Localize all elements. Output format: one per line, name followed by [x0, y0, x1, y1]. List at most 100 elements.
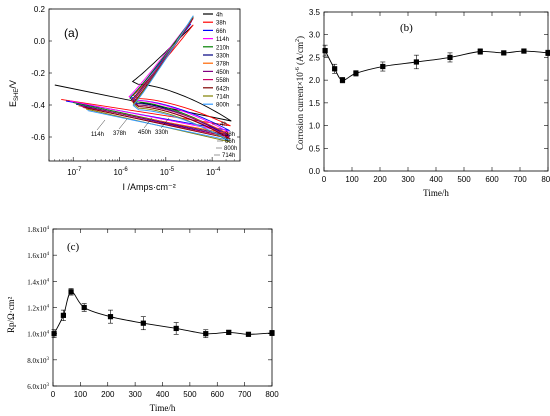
panel-c-polarization-resistance-chart: 0 100 200 300 400 500 600 700 800 6.0x103 8.0x103 1… — [6, 226, 279, 413]
legend-label-800h: 800h — [216, 103, 229, 109]
x-tick-label: 700 — [238, 390, 252, 399]
data-point-714 — [521, 48, 527, 54]
y-axis-label: Rp/Ω·cm² — [6, 296, 16, 333]
data-point-66 — [68, 289, 74, 295]
y-axis-label: ESHE/V — [8, 80, 20, 107]
y-tick-label: 6.0x103 — [27, 383, 49, 391]
x-tick-label: 700 — [513, 175, 527, 184]
legend-label-4h: 4h — [216, 13, 223, 19]
y-tick-label: -0.2 — [31, 69, 45, 78]
y-tick-label: 0.0 — [309, 167, 321, 176]
y-tick-label: 3.0 — [309, 31, 321, 40]
annotation-leader — [96, 119, 106, 131]
y-tick-label: -0.6 — [31, 133, 45, 142]
panel-a-polarization-chart: 0.2 0.0 -0.2 -0.4 -0.6 10-7 10-6 10-5 10-4 ESHE/V… — [8, 5, 241, 192]
data-point-38 — [60, 312, 67, 318]
data-point-558 — [203, 331, 209, 337]
x-tick-label: 100 — [345, 175, 359, 184]
x-tick-label: 400 — [429, 175, 443, 184]
x-tick-label: 300 — [401, 175, 415, 184]
y-tick-label: 2.0 — [309, 76, 321, 85]
annotation-leader — [160, 117, 170, 129]
x-tick-label: 500 — [183, 390, 197, 399]
data-point-4 — [51, 331, 57, 337]
x-tick-label: 600 — [211, 390, 225, 399]
y-tick-label: 3.5 — [309, 8, 321, 17]
series-line-114h — [69, 22, 230, 133]
data-point-210 — [380, 63, 386, 70]
y-axis-label: Corrosion current×10-6 (A/cm2) — [295, 36, 305, 150]
legend-label-210h: 210h — [216, 45, 229, 51]
annotation-800h: 800h — [224, 146, 237, 152]
x-tick-label: 200 — [373, 175, 387, 184]
legend-label-378h: 378h — [216, 62, 229, 68]
x-tick-label: 10-5 — [160, 167, 175, 177]
annotation-66h: 66h — [225, 139, 235, 145]
annotation-38h: 38h — [225, 132, 235, 138]
data-point-800 — [269, 330, 275, 336]
annotation-330h: 330h — [155, 130, 168, 136]
x-tick-label: 100 — [74, 390, 88, 399]
data-point-66 — [339, 77, 346, 83]
x-tick-label: 800 — [541, 175, 550, 184]
data-point-330 — [413, 59, 419, 65]
series-line — [53, 291, 273, 335]
legend-label-38h: 38h — [216, 21, 226, 27]
plot-frame — [323, 11, 549, 172]
data-point-210 — [107, 314, 114, 320]
y-tick-label: 1.4x104 — [27, 278, 49, 286]
series-line-38h — [61, 24, 231, 127]
x-tick-label: 200 — [101, 390, 115, 399]
annotation-leader — [118, 118, 128, 130]
annotation-114h: 114h — [91, 132, 104, 138]
legend-label-330h: 330h — [216, 54, 229, 60]
data-point-330 — [140, 320, 146, 326]
data-point-450 — [447, 54, 453, 61]
annotation-378h: 378h — [113, 131, 126, 137]
annotation-450h: 450h — [138, 130, 151, 136]
data-point-642 — [501, 50, 507, 56]
annotation-4h: 4h — [220, 122, 227, 128]
data-point-114 — [81, 304, 87, 311]
y-tick-label: 1.0 — [309, 122, 321, 131]
x-tick-label: 10-7 — [67, 167, 82, 177]
x-axis-label: Time/h — [150, 403, 176, 413]
data-point-114 — [353, 70, 359, 76]
x-tick-label: 0 — [322, 175, 327, 184]
data-point-4 — [322, 48, 328, 54]
plot-frame — [48, 8, 241, 162]
y-tick-label: 0.5 — [309, 144, 321, 153]
data-point-800 — [545, 50, 550, 56]
y-tick-label: 1.2x104 — [27, 305, 49, 313]
data-point-558 — [477, 48, 483, 55]
y-tick-label: 1.0x104 — [27, 331, 49, 339]
y-tick-label: 1.6x104 — [27, 252, 49, 260]
y-tick-label: 0.2 — [34, 5, 46, 14]
legend-label-642h: 642h — [216, 86, 229, 92]
series-line — [324, 50, 549, 81]
annotation-714h: 714h — [222, 153, 235, 159]
data-point-642 — [226, 329, 232, 335]
annotation-leader — [143, 117, 153, 129]
y-tick-label: 8.0x103 — [27, 357, 49, 365]
x-tick-label: 300 — [128, 390, 142, 399]
legend-label-558h: 558h — [216, 78, 229, 84]
legend-label-714h: 714h — [216, 95, 229, 101]
x-tick-label: 400 — [156, 390, 170, 399]
y-tick-label: 2.5 — [309, 53, 321, 62]
panel-label: (a) — [64, 26, 79, 40]
x-tick-label: 600 — [485, 175, 499, 184]
legend-label-450h: 450h — [216, 70, 229, 76]
x-tick-label: 10-4 — [206, 167, 221, 177]
panel-label: (c) — [67, 241, 80, 253]
y-tick-label: 1.8x104 — [27, 226, 49, 234]
data-point-714 — [245, 331, 252, 337]
x-tick-label: 800 — [265, 390, 279, 399]
panel-label: (b) — [400, 22, 413, 34]
data-point-450 — [173, 325, 179, 332]
y-tick-label: -0.4 — [31, 101, 45, 110]
y-tick-label: 1.5 — [309, 99, 321, 108]
legend-label-114h: 114h — [216, 37, 229, 43]
x-axis-label: Time/h — [423, 188, 449, 198]
